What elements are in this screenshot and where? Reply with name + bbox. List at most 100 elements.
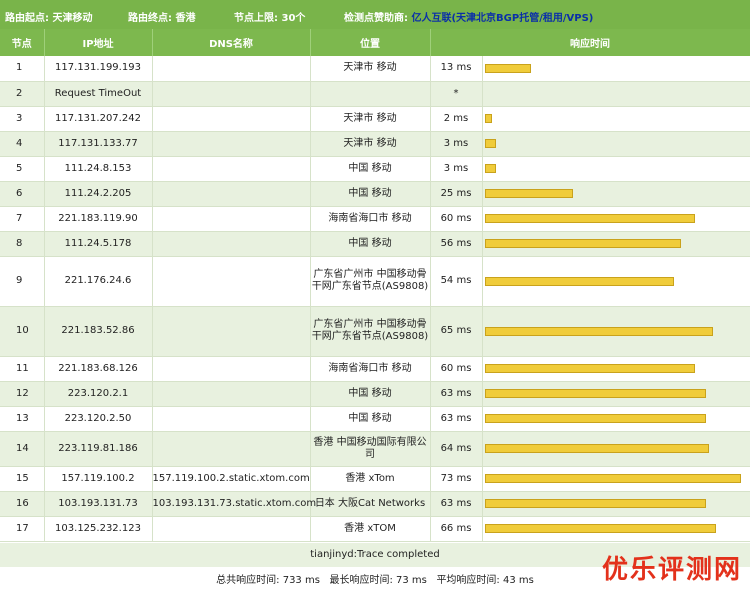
sponsor-link[interactable]: 亿人互联(天津北京BGP托管/租用/VPS) [411,13,594,24]
hop-cell: 2 [0,81,45,107]
dns-cell [152,516,311,542]
dns-cell: 157.119.100.2.static.xtom.com [152,466,311,492]
hop-cell: 5 [0,156,45,182]
dns-cell [152,156,311,182]
max-time-label: 最长响应时间: [329,575,393,586]
ip-cell: 117.131.133.77 [44,131,153,157]
latency-bar [484,414,706,423]
location-cell: 中国 移动 [310,406,431,432]
time-cell: 25 ms [430,181,483,207]
table-row: 5 111.24.8.153 中国 移动 3 ms [0,156,750,182]
trace-rows: 1 117.131.199.193 天津市 移动 13 ms 2 Request Time… [0,56,750,542]
trace-header: 路由起点: 天津移动 路由终点: 香港 节点上限: 30个 检测点赞助商: 亿人… [0,0,750,29]
time-cell: 63 ms [430,406,483,432]
column-header-hop: 节点 [0,29,45,56]
latency-bar-cell [482,306,750,357]
latency-bar [484,114,492,123]
time-cell: 63 ms [430,491,483,517]
location-cell: 中国 移动 [310,381,431,407]
location-cell: 香港 xTom [310,466,431,492]
latency-bar-cell [482,381,750,407]
latency-bar-cell [482,231,750,257]
time-cell: 63 ms [430,381,483,407]
hop-cell: 14 [0,431,45,467]
column-header-ip: IP地址 [44,29,153,56]
dns-cell [152,206,311,232]
table-row: 8 111.24.5.178 中国 移动 56 ms [0,231,750,257]
latency-bar [484,276,674,286]
table-row: 15 157.119.100.2 157.119.100.2.static.xtom… [0,466,750,492]
total-time-value: 733 ms [282,575,320,586]
total-time-label: 总共响应时间: [216,575,280,586]
latency-bar-cell [482,56,750,82]
latency-bar [484,214,695,223]
table-row: 16 103.193.131.73 103.193.131.73.static.xt… [0,491,750,517]
ip-cell: 221.176.24.6 [44,256,153,307]
location-cell: 天津市 移动 [310,106,431,132]
location-cell: 中国 移动 [310,181,431,207]
dns-cell [152,256,311,307]
ip-cell: 223.119.81.186 [44,431,153,467]
column-header-dns: DNS名称 [152,29,311,56]
table-header-row: 节点 IP地址 DNS名称 位置 响应时间 [0,29,750,56]
route-end-value: 香港 [175,13,196,24]
avg-time-label: 平均响应时间: [436,575,500,586]
latency-bar [484,474,741,483]
dns-cell [152,56,311,82]
latency-bar [484,364,695,373]
location-cell: 香港 xTOM [310,516,431,542]
latency-bar [484,189,573,198]
latency-bar [484,326,713,336]
time-cell: 54 ms [430,256,483,307]
dns-cell [152,106,311,132]
hop-cell: 12 [0,381,45,407]
latency-bar [484,444,709,453]
route-start: 路由起点: 天津移动 [5,9,92,24]
time-cell: 13 ms [430,56,483,82]
sponsor: 检测点赞助商: 亿人互联(天津北京BGP托管/租用/VPS) [344,9,593,24]
dns-cell [152,131,311,157]
ip-cell: 103.125.232.123 [44,516,153,542]
ip-cell: 103.193.131.73 [44,491,153,517]
column-header-location: 位置 [310,29,431,56]
time-cell: 56 ms [430,231,483,257]
hop-cell: 7 [0,206,45,232]
time-cell: 60 ms [430,206,483,232]
site-watermark-logo: 优乐评测网 [601,555,742,585]
time-cell: 2 ms [430,106,483,132]
latency-bar-cell [482,81,750,107]
table-row: 4 117.131.133.77 天津市 移动 3 ms [0,131,750,157]
latency-bar [484,389,706,398]
latency-bar-cell [482,256,750,307]
table-row: 11 221.183.68.126 海南省海口市 移动 60 ms [0,356,750,382]
ip-cell: 157.119.100.2 [44,466,153,492]
table-row: 6 111.24.2.205 中国 移动 25 ms [0,181,750,207]
dns-cell [152,356,311,382]
hop-limit-value: 30个 [281,13,306,24]
location-cell: 天津市 移动 [310,56,431,82]
ip-cell: 117.131.207.242 [44,106,153,132]
latency-bar-cell [482,156,750,182]
ip-cell: 111.24.2.205 [44,181,153,207]
time-cell: 64 ms [430,431,483,467]
trace-table: 节点 IP地址 DNS名称 位置 响应时间 1 117.131.199.193 天津… [0,29,750,542]
latency-bar-cell [482,131,750,157]
location-cell: 日本 大阪Cat Networks [310,491,431,517]
ip-cell: 111.24.5.178 [44,231,153,257]
table-row: 3 117.131.207.242 天津市 移动 2 ms [0,106,750,132]
table-row: 17 103.125.232.123 香港 xTOM 66 ms [0,516,750,542]
location-cell: 中国 移动 [310,156,431,182]
location-cell: 广东省广州市 中国移动骨干网广东省节点(AS9808) [310,256,431,307]
latency-bar-cell [482,106,750,132]
hop-cell: 9 [0,256,45,307]
latency-bar-cell [482,516,750,542]
latency-bar [484,63,531,73]
column-header-response-time: 响应时间 [430,29,750,56]
time-cell: 60 ms [430,356,483,382]
hop-limit-label: 节点上限: [234,13,278,24]
time-cell: 3 ms [430,131,483,157]
avg-time-value: 43 ms [503,575,534,586]
latency-bar-cell [482,356,750,382]
hop-cell: 3 [0,106,45,132]
hop-cell: 11 [0,356,45,382]
